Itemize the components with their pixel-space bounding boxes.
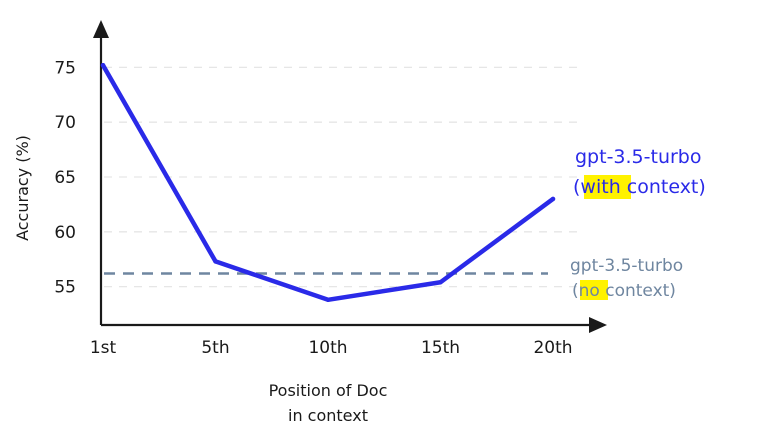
y-axis-arrow bbox=[93, 20, 109, 38]
with-context-model-label: gpt-3.5-turbo bbox=[575, 146, 702, 168]
x-axis-title-line-2: in context bbox=[288, 406, 368, 425]
y-tick-65: 65 bbox=[54, 168, 76, 188]
x-tick-15th: 15th bbox=[421, 338, 460, 358]
gridlines bbox=[104, 66, 580, 288]
point-1st bbox=[100, 63, 106, 68]
y-tick-75: 75 bbox=[54, 58, 76, 78]
y-tick-60: 60 bbox=[54, 223, 76, 243]
x-tick-5th: 5th bbox=[201, 338, 229, 358]
series-points bbox=[100, 63, 556, 302]
x-tick-20th: 20th bbox=[533, 338, 572, 358]
with-highlight bbox=[584, 175, 631, 199]
no-highlight bbox=[580, 280, 608, 300]
point-5th bbox=[213, 259, 218, 264]
y-tick-70: 70 bbox=[54, 113, 76, 133]
no-context-annotation: gpt-3.5-turbo (no context) bbox=[570, 256, 683, 301]
point-10th bbox=[325, 297, 331, 302]
no-context-qualifier: (no context) bbox=[572, 281, 676, 301]
x-tick-10th: 10th bbox=[308, 338, 347, 358]
no-context-model-label: gpt-3.5-turbo bbox=[570, 256, 683, 276]
with-context-qualifier: (with context) bbox=[573, 176, 706, 198]
point-15th bbox=[438, 280, 443, 285]
y-tick-labels: 55 60 65 70 75 bbox=[54, 58, 76, 297]
x-axis-arrow bbox=[589, 317, 607, 333]
x-tick-labels: 1st 5th 10th 15th 20th bbox=[90, 338, 573, 358]
x-axis-title-line-1: Position of Doc bbox=[269, 381, 388, 400]
point-20th bbox=[550, 196, 556, 202]
with-context-annotation: gpt-3.5-turbo (with context) bbox=[573, 146, 706, 199]
with-context-series-line bbox=[100, 62, 556, 303]
x-tick-1st: 1st bbox=[90, 338, 117, 358]
y-axis-title: Accuracy (%) bbox=[13, 135, 32, 241]
y-tick-55: 55 bbox=[54, 278, 76, 298]
